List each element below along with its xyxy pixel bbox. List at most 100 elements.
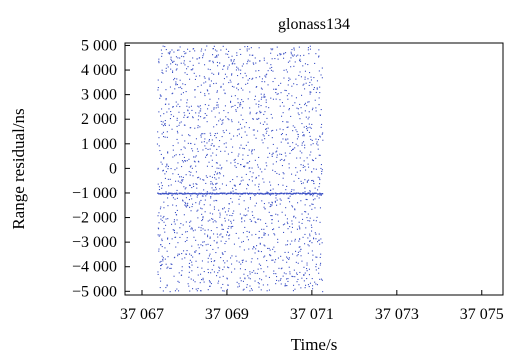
y-tick-label: 4 000 <box>81 62 117 79</box>
scatter-point <box>286 218 288 220</box>
scatter-point <box>297 112 299 114</box>
scatter-point <box>309 235 311 237</box>
scatter-point <box>282 275 284 277</box>
scatter-point <box>217 247 219 249</box>
scatter-point <box>201 213 203 215</box>
scatter-point <box>262 142 264 144</box>
scatter-point <box>194 251 196 253</box>
scatter-point <box>241 127 243 129</box>
scatter-point <box>249 60 251 62</box>
scatter-point <box>251 153 253 155</box>
scatter-point <box>295 192 298 194</box>
scatter-point <box>201 195 203 197</box>
scatter-point <box>307 49 309 51</box>
scatter-point <box>194 143 196 145</box>
scatter-point <box>189 253 191 255</box>
scatter-point <box>252 129 254 131</box>
scatter-point <box>185 253 187 255</box>
scatter-point <box>232 63 234 65</box>
scatter-point <box>172 70 174 72</box>
scatter-point <box>177 49 179 51</box>
scatter-point <box>228 203 230 205</box>
scatter-point <box>219 172 221 174</box>
scatter-point <box>222 122 224 124</box>
scatter-point <box>197 119 199 121</box>
scatter-point <box>218 120 220 122</box>
scatter-point <box>188 193 190 195</box>
scatter-point <box>207 148 209 150</box>
scatter-point <box>246 214 248 216</box>
scatter-point <box>299 71 301 73</box>
scatter-point <box>310 79 312 81</box>
scatter-point <box>306 199 308 201</box>
scatter-point <box>200 227 202 229</box>
scatter-point <box>184 192 186 194</box>
scatter-point <box>198 226 200 228</box>
scatter-point <box>295 55 297 57</box>
scatter-point <box>223 132 225 134</box>
scatter-point <box>206 191 208 193</box>
scatter-point <box>163 215 165 217</box>
scatter-point <box>313 88 315 90</box>
scatter-point <box>265 128 267 130</box>
scatter-point <box>276 199 278 201</box>
scatter-point <box>214 49 216 51</box>
scatter-point <box>223 65 225 67</box>
scatter-point <box>271 117 273 119</box>
scatter-point <box>269 249 271 251</box>
scatter-point <box>218 72 220 74</box>
scatter-point <box>247 154 249 156</box>
scatter-point <box>247 61 249 63</box>
scatter-point <box>204 77 206 79</box>
scatter-point <box>168 108 170 110</box>
scatter-point <box>271 137 273 139</box>
scatter-point <box>164 192 166 195</box>
scatter-point <box>294 209 296 211</box>
scatter-point <box>286 256 288 258</box>
scatter-point <box>193 185 195 187</box>
scatter-point <box>264 233 266 235</box>
scatter-point <box>190 210 192 212</box>
scatter-point <box>230 162 232 164</box>
scatter-point <box>201 260 203 262</box>
scatter-point <box>231 271 233 273</box>
scatter-point <box>229 79 231 81</box>
scatter-point <box>286 278 288 280</box>
scatter-point <box>231 151 233 153</box>
scatter-point <box>161 220 163 222</box>
scatter-point <box>269 152 271 154</box>
scatter-point <box>215 188 217 190</box>
scatter-point <box>171 195 173 197</box>
scatter-point <box>246 162 248 164</box>
scatter-point <box>180 176 182 178</box>
scatter-point <box>297 278 299 280</box>
scatter-point <box>212 184 214 186</box>
scatter-point <box>186 105 188 107</box>
scatter-point <box>320 167 322 169</box>
scatter-point <box>267 156 269 158</box>
scatter-point <box>177 103 179 105</box>
scatter-point <box>210 244 212 246</box>
scatter-point <box>202 133 204 135</box>
scatter-point <box>161 133 163 135</box>
scatter-point <box>279 99 281 101</box>
scatter-point <box>186 73 188 75</box>
scatter-point <box>192 116 194 118</box>
scatter-point <box>304 211 306 213</box>
scatter-point <box>253 246 255 248</box>
scatter-point <box>256 272 258 274</box>
scatter-point <box>214 133 216 135</box>
scatter-point <box>303 54 305 56</box>
scatter-point <box>297 202 299 204</box>
scatter-point <box>184 201 186 203</box>
scatter-point <box>299 238 301 240</box>
scatter-point <box>223 65 225 67</box>
scatter-point <box>195 138 197 140</box>
scatter-point <box>242 289 244 291</box>
scatter-point <box>206 121 208 123</box>
scatter-point <box>264 96 266 98</box>
scatter-point <box>218 280 220 282</box>
scatter-point <box>165 224 167 226</box>
scatter-point <box>222 283 224 285</box>
scatter-point <box>210 261 212 263</box>
